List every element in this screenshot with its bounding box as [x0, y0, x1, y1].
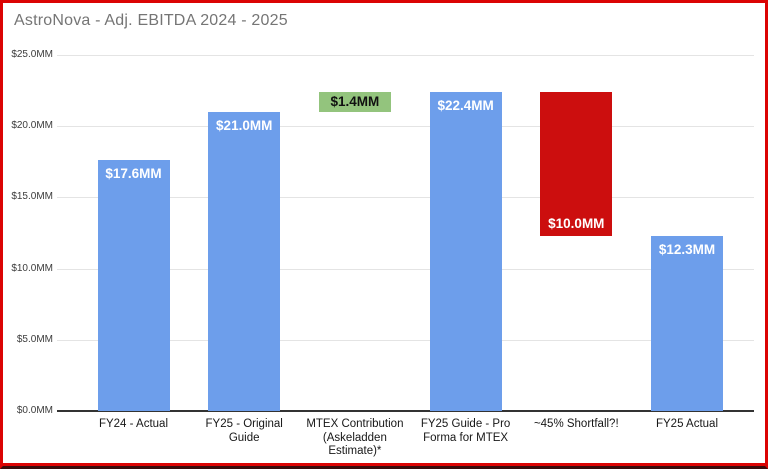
x-axis-label-line: FY25 Actual: [655, 418, 718, 430]
x-axis-label-line: Guide: [228, 431, 260, 444]
x-axis-label: MTEX Contribution (Askeladden Estimate)*: [275, 418, 435, 459]
bar-45-shortfall: $10.0MM: [540, 92, 613, 236]
x-axis-line: [57, 410, 754, 412]
y-tick-label: $25.0MM: [11, 49, 53, 60]
bar-fy25-original-guide: $21.0MM: [208, 111, 281, 411]
bar-value-label: $10.0MM: [548, 215, 605, 231]
x-axis-label: FY25 Guide - Pro Forma for MTEX: [386, 418, 546, 445]
bar-fy25-actual: $12.3MM: [651, 235, 723, 411]
y-tick-label: $10.0MM: [11, 262, 53, 274]
x-axis-label: ~45% Shortfall?!: [496, 418, 656, 432]
x-axis-label-line: FY25 Guide - Pro: [420, 418, 511, 430]
x-axis-label-line: FY25 - Original: [205, 418, 283, 430]
bar-mtex-contribution-askeladden-estimate: $1.4MM: [318, 92, 391, 112]
bar-fy25-guide-pro-forma-for-mtex: $22.4MM: [429, 92, 502, 411]
y-tick-label: $15.0MM: [11, 191, 53, 203]
plot-area: $0.0MM $5.0MM $10.0MM $15.0MM $20.0MM $25.0MM…: [3, 3, 765, 466]
x-axis-label-line: Estimate)*: [328, 445, 382, 457]
bar-value-label: $12.3MM: [658, 241, 716, 257]
gridline: [57, 197, 754, 199]
x-axis-label: FY25 - Original Guide: [164, 418, 324, 445]
x-axis-label: FY24 - Actual: [54, 418, 214, 432]
y-tick-label: $20.0MM: [11, 120, 53, 132]
gridline: [57, 55, 754, 56]
y-tick-label: $0.0MM: [16, 405, 53, 416]
gridline: [57, 126, 754, 128]
bar-value-label: $17.6MM: [105, 166, 162, 182]
bar-fy24-actual: $17.6MM: [97, 160, 170, 411]
bar-value-label: $21.0MM: [216, 117, 273, 133]
x-axis-label-line: MTEX Contribution: [306, 418, 404, 430]
bar-value-label: $1.4MM: [330, 93, 380, 109]
x-axis-label-line: ~45% Shortfall?!: [533, 418, 619, 430]
gridline: [57, 268, 754, 270]
y-tick-label: $5.0MM: [16, 333, 53, 345]
x-axis-label-line: FY24 - Actual: [98, 418, 169, 430]
chart-title: AstroNova - Adj. EBITDA 2024 - 2025: [14, 12, 288, 29]
gridline: [57, 339, 754, 341]
x-axis-label: FY25 Actual: [607, 418, 765, 432]
x-axis-label-line: Forma for MTEX: [423, 431, 509, 444]
bar-value-label: $22.4MM: [437, 98, 494, 114]
x-axis-label-line: (Askeladden: [322, 431, 387, 444]
